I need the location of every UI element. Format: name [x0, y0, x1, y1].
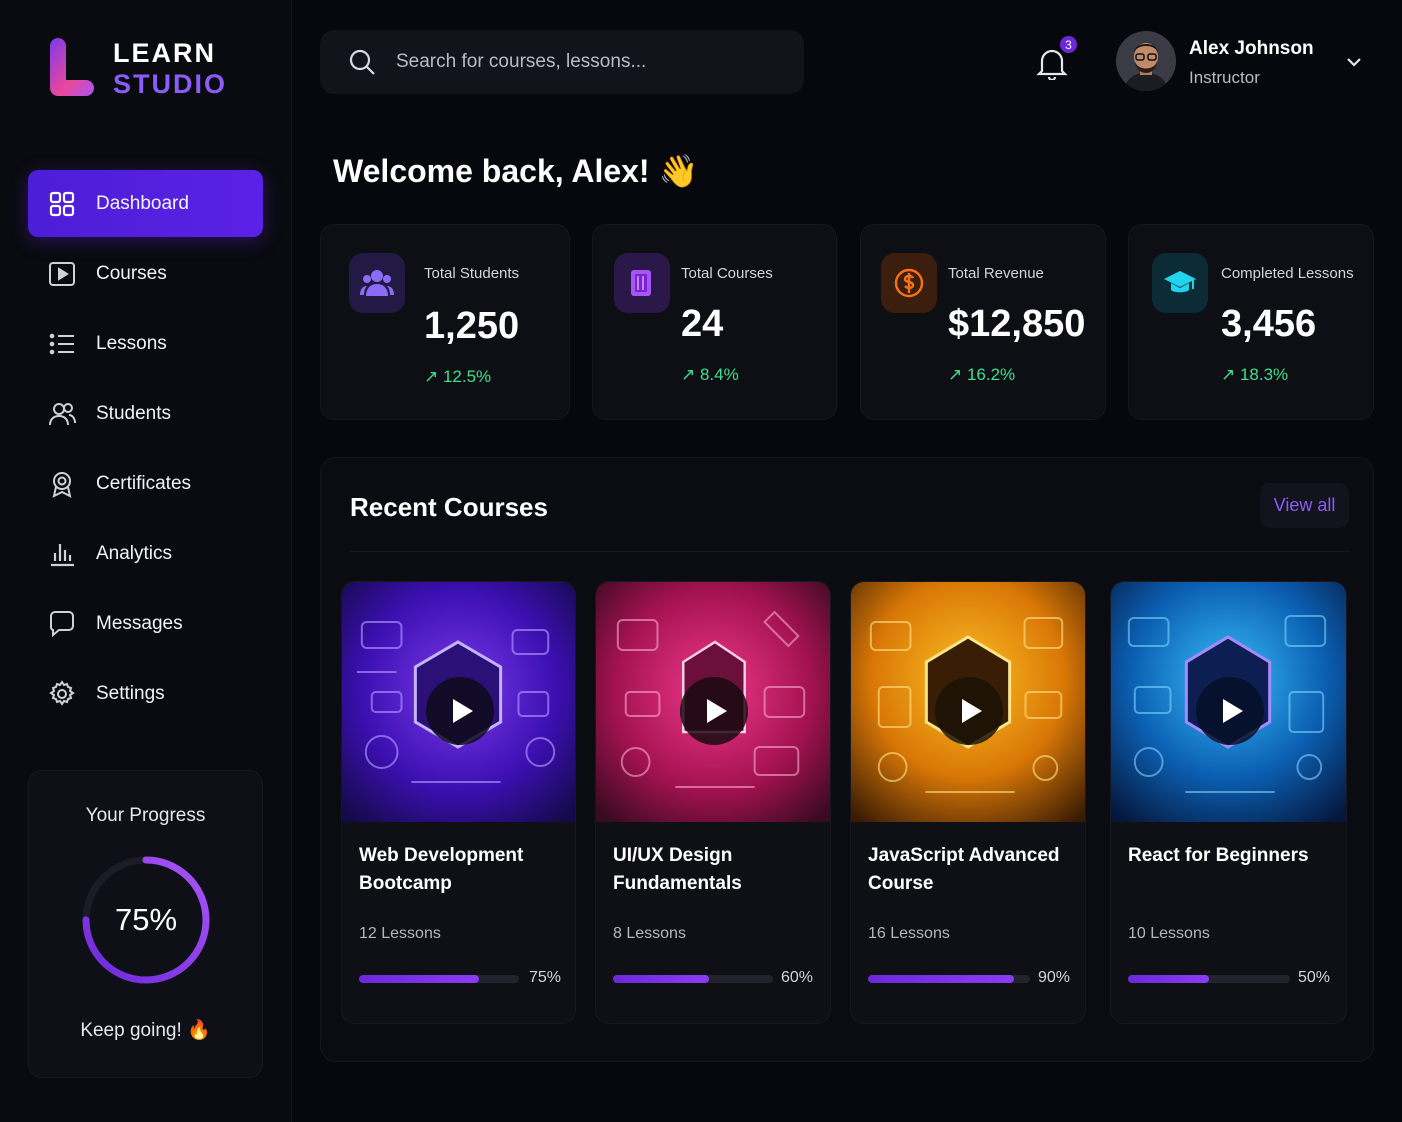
- course-progress-bar: [613, 975, 773, 983]
- course-lessons: 12 Lessons: [359, 925, 441, 942]
- stat-label: Total Courses: [681, 265, 773, 282]
- sidebar-item-label: Students: [96, 402, 171, 424]
- section-title: Recent Courses: [350, 492, 548, 522]
- gear-icon: [49, 679, 75, 706]
- course-lessons: 10 Lessons: [1128, 925, 1210, 942]
- stat-label: Total Students: [424, 265, 520, 282]
- sidebar-item-certificates[interactable]: Certificates: [28, 450, 263, 517]
- course-title: JavaScript Advanced Course: [868, 845, 1060, 894]
- list-icon: [49, 333, 74, 354]
- sidebar-item-analytics[interactable]: Analytics: [28, 520, 263, 587]
- stat-value: 1,250: [424, 305, 520, 347]
- users-icon: [349, 253, 405, 313]
- progress-card: Your Progress 75% Keep going! 🔥: [28, 770, 263, 1078]
- user-name[interactable]: Alex Johnson: [1189, 38, 1314, 59]
- sidebar-item-lessons[interactable]: Lessons: [28, 310, 263, 377]
- course-card-web-dev[interactable]: Web Development Bootcamp 12 Lessons 75%: [341, 581, 576, 1024]
- play-square-icon: [49, 261, 75, 286]
- stat-card-lessons: Completed Lessons 3,456 ↗ 18.3%: [1128, 224, 1374, 420]
- progress-caption: Keep going! 🔥: [80, 1020, 211, 1041]
- sidebar-item-courses[interactable]: Courses: [28, 240, 263, 307]
- stat-card-revenue: Total Revenue $12,850 ↗ 16.2%: [860, 224, 1106, 420]
- play-icon[interactable]: [426, 677, 494, 745]
- divider: [350, 551, 1349, 552]
- sidebar-item-label: Settings: [96, 682, 165, 704]
- stat-label: Total Revenue: [948, 265, 1044, 282]
- stat-change: ↗ 8.4%: [681, 365, 739, 384]
- view-all-button[interactable]: View all: [1260, 483, 1349, 528]
- course-progress-fill: [613, 975, 709, 983]
- play-icon[interactable]: [680, 677, 748, 745]
- course-card-uiux[interactable]: UI/UX Design Fundamentals 8 Lessons 60%: [595, 581, 831, 1024]
- course-progress-bar: [359, 975, 519, 983]
- graduation-cap-icon: [1152, 253, 1208, 313]
- brand-line2: STUDIO: [113, 69, 228, 99]
- bar-chart-icon: [51, 543, 74, 566]
- brand-logo[interactable]: LEARN STUDIO: [48, 38, 227, 100]
- recent-courses-panel: Recent Courses View all Web Development …: [320, 457, 1374, 1062]
- stat-card-courses: Total Courses 24 ↗ 8.4%: [592, 224, 837, 420]
- course-title: UI/UX Design Fundamentals: [613, 845, 742, 894]
- search-bar[interactable]: [320, 30, 804, 94]
- course-progress-bar: [1128, 975, 1290, 983]
- stat-change: ↗ 18.3%: [1221, 365, 1289, 384]
- chevron-down-icon[interactable]: [1344, 52, 1364, 72]
- sidebar-item-label: Courses: [96, 262, 167, 284]
- message-icon: [50, 610, 74, 637]
- stat-change: ↗ 12.5%: [424, 367, 492, 386]
- sidebar-item-label: Analytics: [96, 542, 173, 564]
- sidebar-item-label: Messages: [96, 612, 183, 634]
- course-progress-label: 60%: [781, 969, 814, 986]
- brand-line1: LEARN: [113, 38, 216, 68]
- play-icon[interactable]: [1196, 677, 1264, 745]
- sidebar-item-settings[interactable]: Settings: [28, 660, 263, 727]
- course-card-react[interactable]: React for Beginners 10 Lessons 50%: [1110, 581, 1347, 1024]
- progress-title: Your Progress: [85, 805, 206, 826]
- stat-card-students: Total Students 1,250 ↗ 12.5%: [320, 224, 570, 420]
- course-title: Web Development Bootcamp: [359, 845, 524, 894]
- course-card-javascript[interactable]: JavaScript Advanced Course 16 Lessons 90…: [850, 581, 1086, 1024]
- course-title: React for Beginners: [1128, 845, 1309, 866]
- sidebar-item-messages[interactable]: Messages: [28, 590, 263, 657]
- sidebar-item-label: Lessons: [96, 332, 167, 354]
- course-lessons: 16 Lessons: [868, 925, 950, 942]
- logo-mark-icon: [48, 38, 96, 100]
- bell-icon[interactable]: [1036, 46, 1068, 80]
- course-progress-label: 50%: [1298, 969, 1331, 986]
- award-icon: [52, 471, 72, 498]
- progress-ring: 75%: [79, 853, 213, 987]
- progress-value: 75%: [114, 902, 178, 937]
- avatar[interactable]: [1116, 31, 1176, 91]
- users-icon: [49, 402, 76, 425]
- sidebar-nav: Dashboard Courses Lessons Students Certi…: [28, 170, 263, 730]
- sidebar-item-label: Dashboard: [96, 192, 189, 214]
- search-icon: [349, 49, 375, 75]
- stat-value: $12,850: [948, 303, 1086, 345]
- sidebar-item-students[interactable]: Students: [28, 380, 263, 447]
- sidebar: LEARN STUDIO Dashboard Courses Lessons S…: [0, 0, 292, 1122]
- course-lessons: 8 Lessons: [613, 925, 686, 942]
- course-progress-bar: [868, 975, 1030, 983]
- stat-label: Completed Lessons: [1221, 265, 1354, 282]
- stat-value: 3,456: [1221, 303, 1317, 345]
- book-icon: [614, 253, 670, 313]
- stat-value: 24: [681, 303, 724, 345]
- page-title: Welcome back, Alex! 👋: [333, 153, 699, 189]
- sidebar-item-label: Certificates: [96, 472, 192, 494]
- play-icon[interactable]: [935, 677, 1003, 745]
- sidebar-item-dashboard[interactable]: Dashboard: [28, 170, 263, 237]
- search-input[interactable]: [396, 51, 776, 73]
- notification-badge: 3: [1058, 34, 1079, 55]
- grid-icon: [49, 191, 75, 216]
- course-progress-label: 75%: [529, 969, 562, 986]
- course-progress-fill: [359, 975, 479, 983]
- dollar-icon: [881, 253, 937, 313]
- course-progress-label: 90%: [1038, 969, 1071, 986]
- stat-change: ↗ 16.2%: [948, 365, 1016, 384]
- course-progress-fill: [868, 975, 1014, 983]
- course-progress-fill: [1128, 975, 1209, 983]
- user-role: Instructor: [1189, 68, 1260, 87]
